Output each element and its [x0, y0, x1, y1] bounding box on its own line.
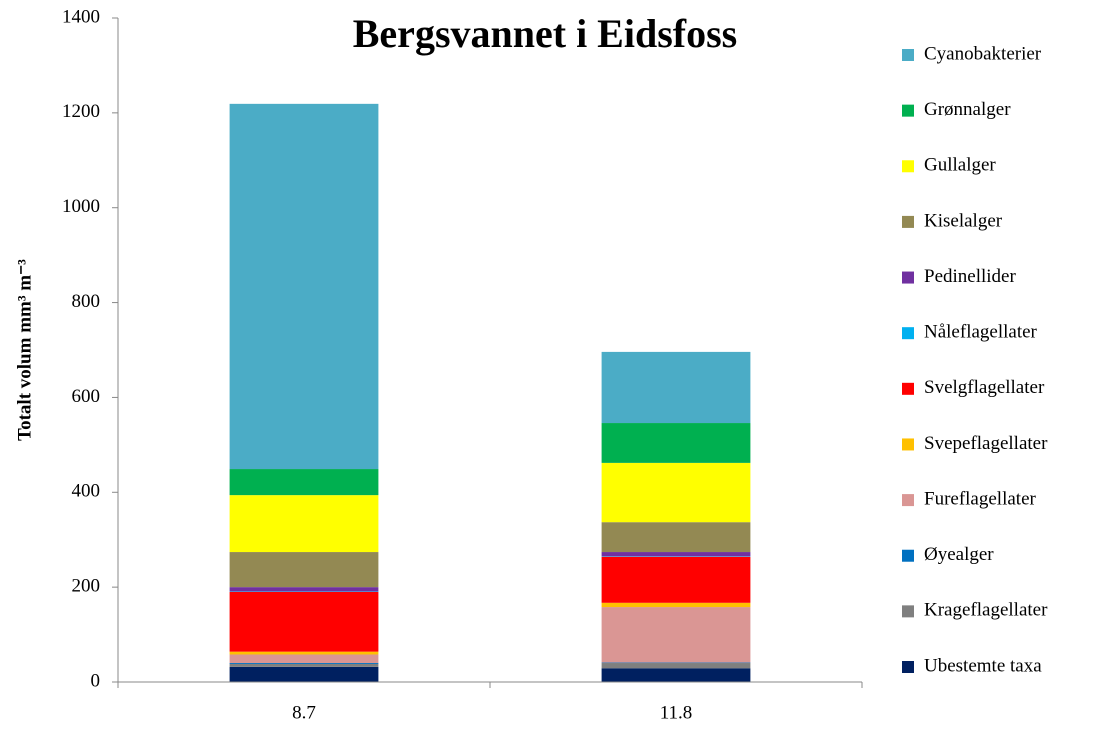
x-tick-label: 11.8 — [660, 702, 693, 723]
y-axis-label: Totalt volum mm³ m⁻³ — [14, 259, 35, 441]
y-tick-label: 1000 — [62, 196, 100, 217]
legend-label: Cyanobakterier — [924, 43, 1042, 64]
legend-label: Ubestemte taxa — [924, 655, 1042, 676]
legend-swatch — [902, 549, 914, 562]
legend-label: Øyealger — [924, 544, 994, 565]
y-tick-label: 200 — [72, 576, 101, 597]
legend-swatch — [902, 104, 914, 117]
legend-label: Kiselalger — [924, 210, 1003, 231]
legend-label: Gullalger — [924, 155, 996, 176]
bar-segment — [229, 663, 379, 664]
bar-segment — [601, 522, 751, 553]
bar-segment — [229, 651, 379, 655]
legend-label: Svepeflagellater — [924, 433, 1048, 454]
bar-segment — [601, 423, 751, 463]
x-tick-label: 8.7 — [292, 702, 316, 723]
bar-segment — [601, 663, 751, 669]
bar-segment — [601, 351, 751, 424]
bar-segment — [229, 654, 379, 664]
bar-segment — [601, 602, 751, 608]
legend-swatch — [902, 271, 914, 284]
bar-segment — [601, 462, 751, 523]
bar-segment — [601, 552, 751, 557]
legend-label: Svelgflagellater — [924, 377, 1045, 398]
bar-segment — [229, 469, 379, 496]
legend-swatch — [902, 49, 914, 61]
bar-segment — [229, 103, 379, 470]
legend-label: Fureflagellater — [924, 488, 1037, 509]
legend-swatch — [902, 215, 914, 228]
bar-segment — [229, 591, 379, 652]
y-tick-label: 600 — [72, 386, 101, 407]
legend-label: Grønnalger — [924, 99, 1011, 120]
legend-swatch — [902, 605, 914, 618]
bar-segment — [229, 552, 379, 588]
y-tick-label: 1200 — [62, 101, 100, 122]
legend-label: Krageflagellater — [924, 600, 1048, 621]
legend-swatch — [902, 327, 914, 340]
chart-title: Bergsvannet i Eidsfoss — [353, 11, 738, 56]
legend-swatch — [902, 160, 914, 173]
legend-swatch — [902, 661, 914, 673]
legend-swatch — [902, 494, 914, 507]
bar-segment — [601, 556, 751, 603]
bar-segment — [601, 668, 751, 682]
y-tick-label: 800 — [72, 291, 101, 312]
y-tick-label: 400 — [72, 481, 101, 502]
legend-swatch — [902, 438, 914, 451]
bar-segment — [229, 495, 379, 553]
bar-segment — [601, 607, 751, 663]
legend-label: Nåleflagellater — [924, 322, 1038, 343]
legend-label: Pedinellider — [924, 266, 1016, 287]
legend-swatch — [902, 382, 914, 395]
y-tick-label: 1400 — [62, 6, 100, 27]
bar-segment — [229, 587, 379, 592]
y-tick-label: 0 — [91, 670, 101, 691]
bar-segment — [229, 663, 379, 667]
bar-segment — [229, 666, 379, 682]
